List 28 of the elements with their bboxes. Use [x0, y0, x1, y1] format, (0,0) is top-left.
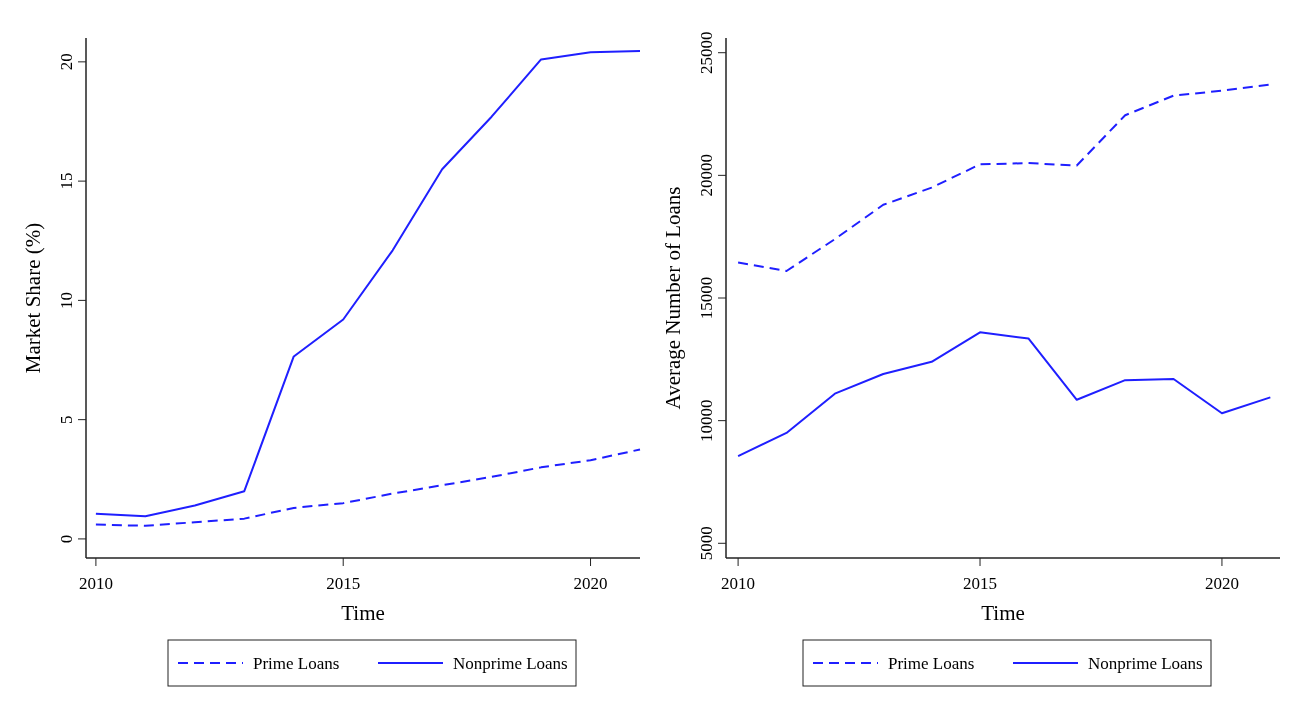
x-axis-title: Time	[981, 601, 1025, 625]
line-series	[94, 50, 641, 518]
y-tick-label: 20000	[697, 154, 716, 197]
y-tick-label: 15	[57, 172, 76, 190]
y-axis-title: Market Share (%)	[21, 222, 45, 374]
line-series	[94, 448, 641, 527]
line-series	[737, 83, 1272, 273]
y-tick-label: 25000	[697, 31, 716, 74]
legend-label: Nonprime Loans	[453, 654, 568, 673]
x-tick-label: 2010	[78, 574, 113, 593]
x-tick-label: 2020	[573, 574, 608, 593]
y-tick-label: 10000	[697, 399, 716, 442]
y-tick-label: 5000	[697, 526, 716, 561]
x-tick-label: 2015	[326, 574, 361, 593]
line-series	[737, 331, 1272, 458]
x-tick-label: 2010	[721, 574, 756, 593]
y-tick-label: 10	[57, 291, 76, 309]
legend-label: Prime Loans	[253, 654, 340, 673]
y-tick-label: 15000	[697, 276, 716, 320]
legend-label: Prime Loans	[888, 654, 975, 673]
legend-label: Nonprime Loans	[1088, 654, 1203, 673]
y-tick-label: 20	[57, 53, 76, 71]
x-axis-title: Time	[341, 601, 385, 625]
y-tick-label: 5	[57, 415, 76, 424]
y-tick-label: 0	[57, 534, 76, 544]
x-tick-label: 2015	[963, 574, 998, 593]
y-axis-title: Average Number of Loans	[661, 186, 685, 410]
x-tick-label: 2020	[1204, 574, 1239, 593]
